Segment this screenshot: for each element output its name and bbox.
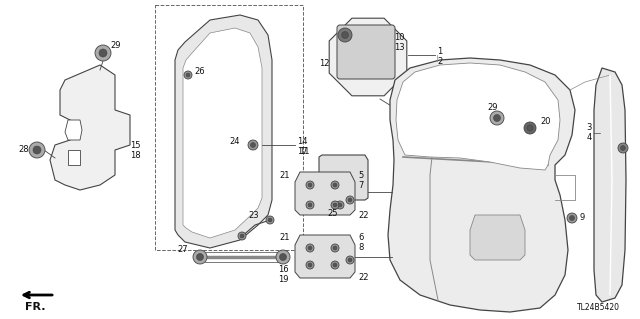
- Circle shape: [306, 244, 314, 252]
- Circle shape: [348, 258, 352, 262]
- Polygon shape: [396, 63, 560, 170]
- Text: 24: 24: [230, 137, 240, 145]
- Circle shape: [99, 49, 107, 57]
- Text: 17: 17: [297, 146, 308, 155]
- Polygon shape: [470, 215, 525, 260]
- Polygon shape: [175, 15, 272, 248]
- Circle shape: [306, 201, 314, 209]
- Text: 8: 8: [358, 243, 364, 253]
- Circle shape: [527, 125, 533, 131]
- Circle shape: [308, 203, 312, 207]
- Polygon shape: [295, 172, 355, 215]
- Circle shape: [346, 256, 354, 264]
- Text: 11: 11: [300, 146, 310, 155]
- Circle shape: [196, 254, 204, 261]
- Circle shape: [567, 213, 577, 223]
- Circle shape: [238, 232, 246, 240]
- Circle shape: [266, 216, 274, 224]
- Text: 18: 18: [130, 151, 141, 160]
- Text: 12: 12: [319, 58, 330, 68]
- Circle shape: [306, 181, 314, 189]
- Polygon shape: [319, 155, 368, 200]
- Polygon shape: [65, 120, 82, 140]
- Circle shape: [333, 203, 337, 207]
- Text: 13: 13: [394, 43, 404, 53]
- Text: 15: 15: [130, 140, 141, 150]
- Polygon shape: [50, 65, 130, 190]
- Circle shape: [333, 263, 337, 267]
- Circle shape: [268, 218, 272, 222]
- Bar: [155, 5, 303, 250]
- Circle shape: [33, 146, 41, 154]
- Text: 16: 16: [278, 265, 289, 275]
- Circle shape: [193, 250, 207, 264]
- Text: 20: 20: [540, 117, 550, 127]
- Circle shape: [240, 234, 244, 238]
- Circle shape: [346, 196, 354, 204]
- Circle shape: [621, 145, 625, 151]
- Polygon shape: [388, 58, 575, 312]
- Text: 2: 2: [437, 56, 442, 65]
- Circle shape: [348, 198, 352, 202]
- Text: 21: 21: [280, 234, 290, 242]
- Circle shape: [342, 32, 349, 39]
- Circle shape: [250, 143, 255, 147]
- Circle shape: [184, 71, 192, 79]
- Text: 9: 9: [580, 213, 585, 222]
- Text: 3: 3: [587, 123, 592, 132]
- Circle shape: [331, 261, 339, 269]
- Circle shape: [333, 183, 337, 187]
- Text: 19: 19: [278, 276, 289, 285]
- Circle shape: [280, 254, 287, 261]
- Polygon shape: [183, 28, 262, 238]
- Text: 23: 23: [248, 211, 259, 220]
- Text: 26: 26: [194, 68, 205, 77]
- Polygon shape: [329, 18, 407, 96]
- Circle shape: [333, 246, 337, 250]
- Text: 10: 10: [394, 33, 404, 42]
- Circle shape: [524, 122, 536, 134]
- Circle shape: [186, 73, 190, 77]
- Circle shape: [276, 250, 290, 264]
- Circle shape: [331, 244, 339, 252]
- Circle shape: [336, 201, 344, 209]
- Text: 29: 29: [110, 41, 120, 49]
- Circle shape: [308, 246, 312, 250]
- Polygon shape: [295, 235, 355, 278]
- Text: 27: 27: [177, 246, 188, 255]
- Text: 22: 22: [358, 273, 369, 283]
- Text: TL24B5420: TL24B5420: [577, 303, 620, 313]
- Polygon shape: [68, 150, 80, 165]
- Polygon shape: [594, 68, 626, 302]
- Circle shape: [308, 263, 312, 267]
- Circle shape: [306, 261, 314, 269]
- Circle shape: [493, 115, 500, 122]
- Text: 21: 21: [280, 170, 290, 180]
- Text: 5: 5: [358, 170, 364, 180]
- Circle shape: [618, 143, 628, 153]
- Text: 4: 4: [587, 133, 592, 143]
- Circle shape: [570, 216, 575, 220]
- Text: 14: 14: [297, 137, 307, 145]
- Circle shape: [308, 183, 312, 187]
- Circle shape: [29, 142, 45, 158]
- Circle shape: [331, 181, 339, 189]
- Text: FR.: FR.: [25, 302, 45, 312]
- FancyBboxPatch shape: [337, 25, 395, 79]
- Text: 1: 1: [437, 47, 442, 56]
- Text: 7: 7: [358, 181, 364, 189]
- Text: 28: 28: [18, 145, 29, 154]
- Text: 6: 6: [358, 234, 364, 242]
- Text: 29: 29: [487, 103, 497, 113]
- Circle shape: [490, 111, 504, 125]
- Circle shape: [338, 203, 342, 207]
- Circle shape: [95, 45, 111, 61]
- Circle shape: [338, 28, 352, 42]
- Circle shape: [331, 201, 339, 209]
- Text: 25: 25: [327, 209, 337, 218]
- Text: 22: 22: [358, 211, 369, 219]
- Circle shape: [248, 140, 258, 150]
